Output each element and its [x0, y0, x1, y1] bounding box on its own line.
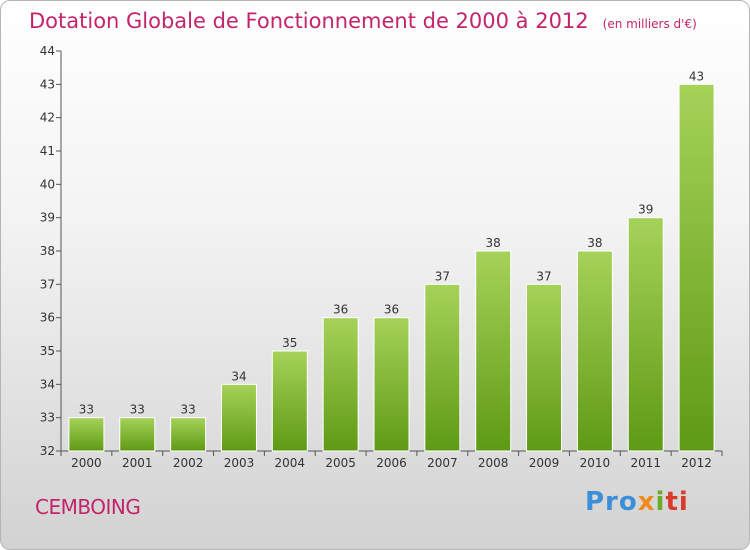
y-tick-label: 41: [40, 144, 55, 158]
x-tick-label: 2001: [122, 456, 153, 470]
bar-value-label: 38: [486, 236, 501, 250]
y-tick-label: 42: [40, 111, 55, 125]
y-tick-label: 36: [40, 311, 55, 325]
y-tick-label: 39: [40, 211, 55, 225]
bar: [322, 317, 359, 452]
x-tick-label: 2012: [681, 456, 712, 470]
bar-value-label: 36: [333, 303, 348, 317]
title-text: Dotation Globale de Fonctionnement de 20…: [29, 9, 589, 33]
data-labels: 33 33 33 34 35 36 36 37 38 37 38 39 43: [79, 69, 704, 416]
bar: [170, 417, 207, 452]
x-tick-label: 2007: [427, 456, 458, 470]
proxiti-logo: Proxiti: [585, 487, 689, 517]
y-tick-label: 33: [40, 411, 55, 425]
bar-value-label: 33: [180, 403, 195, 417]
axes: 32 33 34 35 36 37 38 39 40 41 42 43 44 2000 2001 2002 20…: [40, 44, 723, 470]
bar-value-label: 38: [587, 236, 602, 250]
y-tick-label: 43: [40, 77, 55, 91]
x-tick-label: 2006: [376, 456, 407, 470]
bar-value-label: 37: [536, 269, 551, 283]
bar: [678, 83, 715, 452]
bar-value-label: 33: [79, 403, 94, 417]
y-tick-label: 44: [40, 44, 55, 58]
bar-value-label: 34: [231, 369, 246, 383]
bar-value-label: 43: [689, 69, 704, 83]
bar: [576, 250, 613, 452]
bar-value-label: 39: [638, 203, 653, 217]
y-tick-label: 35: [40, 344, 55, 358]
bar: [220, 383, 257, 452]
bar-value-label: 33: [130, 403, 145, 417]
y-tick-label: 37: [40, 277, 55, 291]
y-tick-label: 32: [40, 444, 55, 458]
x-tick-label: 2005: [325, 456, 356, 470]
bar: [271, 350, 308, 452]
y-tick-label: 40: [40, 177, 55, 191]
x-tick-label: 2003: [224, 456, 255, 470]
bar: [526, 283, 563, 452]
bar: [119, 417, 156, 452]
units-label: (en milliers d'€): [602, 17, 697, 31]
x-tick-label: 2008: [478, 456, 509, 470]
bar-value-label: 37: [435, 269, 450, 283]
bar: [627, 217, 664, 452]
bar-value-label: 35: [282, 336, 297, 350]
x-tick-label: 2000: [71, 456, 102, 470]
x-tick-label: 2004: [275, 456, 306, 470]
x-tick-label: 2011: [630, 456, 661, 470]
x-tick-label: 2010: [580, 456, 611, 470]
bars: [68, 83, 715, 452]
bar: [475, 250, 512, 452]
commune-name: CEMBOING: [35, 495, 141, 519]
x-tick-label: 2009: [529, 456, 560, 470]
bar-value-label: 36: [384, 303, 399, 317]
bar: [373, 317, 410, 452]
x-tick-label: 2002: [173, 456, 204, 470]
bar: [424, 283, 461, 452]
bar: [68, 417, 105, 452]
chart-title: Dotation Globale de Fonctionnement de 20…: [29, 9, 697, 33]
y-tick-label: 38: [40, 244, 55, 258]
y-tick-label: 34: [40, 377, 55, 391]
